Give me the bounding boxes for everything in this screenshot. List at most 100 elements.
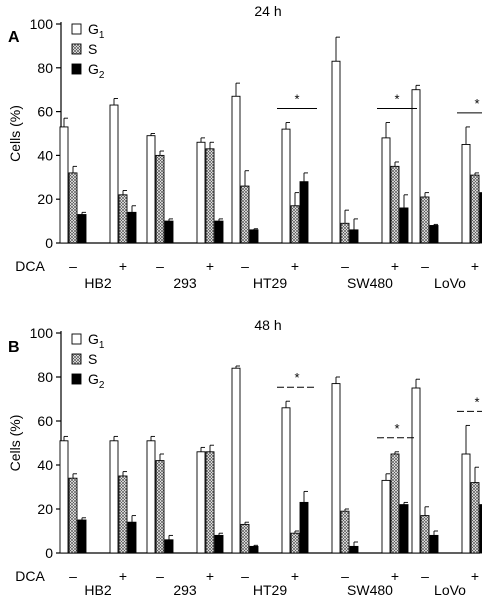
panel-b-title: 48 h xyxy=(254,317,281,333)
panel-b-legend-label-g1: G1 xyxy=(88,331,105,351)
panel-b-bar-s xyxy=(240,523,250,554)
panel-a-bar-g1 xyxy=(381,137,391,244)
panel-a-legend-swatch-g1 xyxy=(71,23,82,35)
panel-b-cell-line-label: 293 xyxy=(173,582,197,598)
panel-b-bar-s xyxy=(205,451,215,554)
panel-a-treatment-minus: – xyxy=(156,258,164,274)
panel-b-legend-swatch-s xyxy=(71,353,82,365)
panel-a-cell-line-label: HB2 xyxy=(84,275,111,291)
panel-a-bar-g1 xyxy=(146,135,156,244)
panel-a-bar-g1 xyxy=(331,60,341,244)
panel-b-treatment-minus: – xyxy=(421,568,429,584)
panel-b-bar-g2 xyxy=(299,501,309,554)
panel-b-bar-s xyxy=(68,477,78,554)
panel-a-bar-g2 xyxy=(127,211,137,244)
panel-a-legend-label-s: S xyxy=(88,41,97,57)
panel-b-bar-g2 xyxy=(127,521,137,554)
panel-b-significance-star: * xyxy=(294,370,299,385)
panel-a-cell-line-label: SW480 xyxy=(347,275,393,291)
panel-a-bar-g2 xyxy=(479,192,482,244)
panel-a-bar-g1 xyxy=(461,143,471,244)
panel-a-bar-s xyxy=(470,174,480,244)
panel-b-y-tick-label: 40 xyxy=(37,457,53,473)
panel-a-bar-g2 xyxy=(299,181,309,244)
panel-b-bar-g2 xyxy=(399,504,409,554)
panel-b-bar-g2 xyxy=(77,519,87,554)
panel-a-bar-s xyxy=(420,196,430,244)
panel-b-bar-g2 xyxy=(479,504,482,554)
panel-a-bar-g2 xyxy=(429,225,439,244)
panel-a-bar-g2 xyxy=(214,220,224,244)
panel-b-y-tick-label: 20 xyxy=(37,501,53,517)
panel-a-treatment-minus: – xyxy=(69,258,77,274)
panel-b-cell-line-label: HB2 xyxy=(84,582,111,598)
panel-b-bar-g1 xyxy=(59,440,69,554)
panel-a-significance-star: * xyxy=(474,96,479,111)
panel-a-y-axis-label: Cells (%) xyxy=(7,105,23,162)
panel-a-y-tick-label: 60 xyxy=(37,104,53,120)
panel-b-bar-g2 xyxy=(349,545,359,554)
panel-b-bar-s xyxy=(290,532,300,554)
panel-b-y-axis-label: Cells (%) xyxy=(7,415,23,472)
panel-a-bar-g2 xyxy=(349,229,359,244)
panel-a-significance-star: * xyxy=(394,92,399,107)
panel-b-significance-star: * xyxy=(394,421,399,436)
panel-b-bar-g1 xyxy=(411,387,421,554)
panel-b-bar-g1 xyxy=(231,367,241,554)
panel-a-y-tick-label: 100 xyxy=(30,16,54,32)
panel-a-bar-g1 xyxy=(231,95,241,244)
panel-b-y-tick-label: 80 xyxy=(37,369,53,385)
panel-b-treatment-plus: + xyxy=(119,568,127,584)
panel-a-legend-label-g2: G2 xyxy=(88,61,105,81)
panel-a-treatment-label: DCA xyxy=(15,258,45,274)
panel-a-legend-label-g1: G1 xyxy=(88,21,105,41)
panel-b-bar-g1 xyxy=(196,451,206,554)
panel-a-title: 24 h xyxy=(254,3,281,19)
panel-b-bar-g1 xyxy=(381,479,391,554)
panel-a-bar-s xyxy=(290,205,300,244)
panel-a-treatment-plus: + xyxy=(391,258,399,274)
panel-b-panel-label: B xyxy=(8,339,20,356)
panel-a-bar-s xyxy=(118,194,128,244)
panel-b-cell-line-label: SW480 xyxy=(347,582,393,598)
panel-a-bar-s xyxy=(68,172,78,244)
panel-a-y-tick-label: 80 xyxy=(37,60,53,76)
panel-a-bar-g1 xyxy=(109,104,119,244)
panel-b-bar-s xyxy=(390,453,400,554)
panel-b-y-tick-label: 60 xyxy=(37,413,53,429)
panel-a-bar-g1 xyxy=(281,128,291,244)
panel-b-y-tick-label: 100 xyxy=(30,325,54,341)
panel-a-bar-s xyxy=(205,148,215,244)
panel-b-treatment-label: DCA xyxy=(15,568,45,584)
panel-b-legend-swatch-g2 xyxy=(71,373,82,385)
panel-a-y-tick-label: 0 xyxy=(45,235,53,251)
panel-a-bar-g2 xyxy=(164,220,174,244)
panel-b-significance-star: * xyxy=(474,394,479,409)
panel-b-bar-g1 xyxy=(146,440,156,554)
panel-a-significance-star: * xyxy=(294,92,299,107)
panel-b-bar-g2 xyxy=(214,534,224,554)
panel-a-y-tick-label: 40 xyxy=(37,147,53,163)
panel-a-treatment-minus: – xyxy=(421,258,429,274)
panel-a-bar-s xyxy=(240,185,250,244)
panel-b-legend-swatch-g1 xyxy=(71,333,82,345)
panel-b-bar-s xyxy=(155,460,165,554)
panel-a-bar-g1 xyxy=(411,89,421,244)
panel-b-treatment-minus: – xyxy=(156,568,164,584)
panel-b-treatment-plus: + xyxy=(206,568,214,584)
panel-a-cell-line-label: LoVo xyxy=(434,275,466,291)
panel-b-cell-line-label: HT29 xyxy=(253,582,287,598)
panel-a-treatment-plus: + xyxy=(291,258,299,274)
panel-a-treatment-minus: – xyxy=(241,258,249,274)
panel-a-cell-line-label: 293 xyxy=(173,275,197,291)
panel-a-cell-line-label: HT29 xyxy=(253,275,287,291)
panel-b-bar-g1 xyxy=(461,453,471,554)
panel-b-y-tick-label: 0 xyxy=(45,545,53,561)
panel-b-bar-g1 xyxy=(331,383,341,554)
panel-a-treatment-plus: + xyxy=(206,258,214,274)
panel-a-bar-s xyxy=(155,154,165,244)
panel-b-bar-g1 xyxy=(281,407,291,554)
panel-b-bar-s xyxy=(470,482,480,554)
panel-a-treatment-plus: + xyxy=(471,258,479,274)
